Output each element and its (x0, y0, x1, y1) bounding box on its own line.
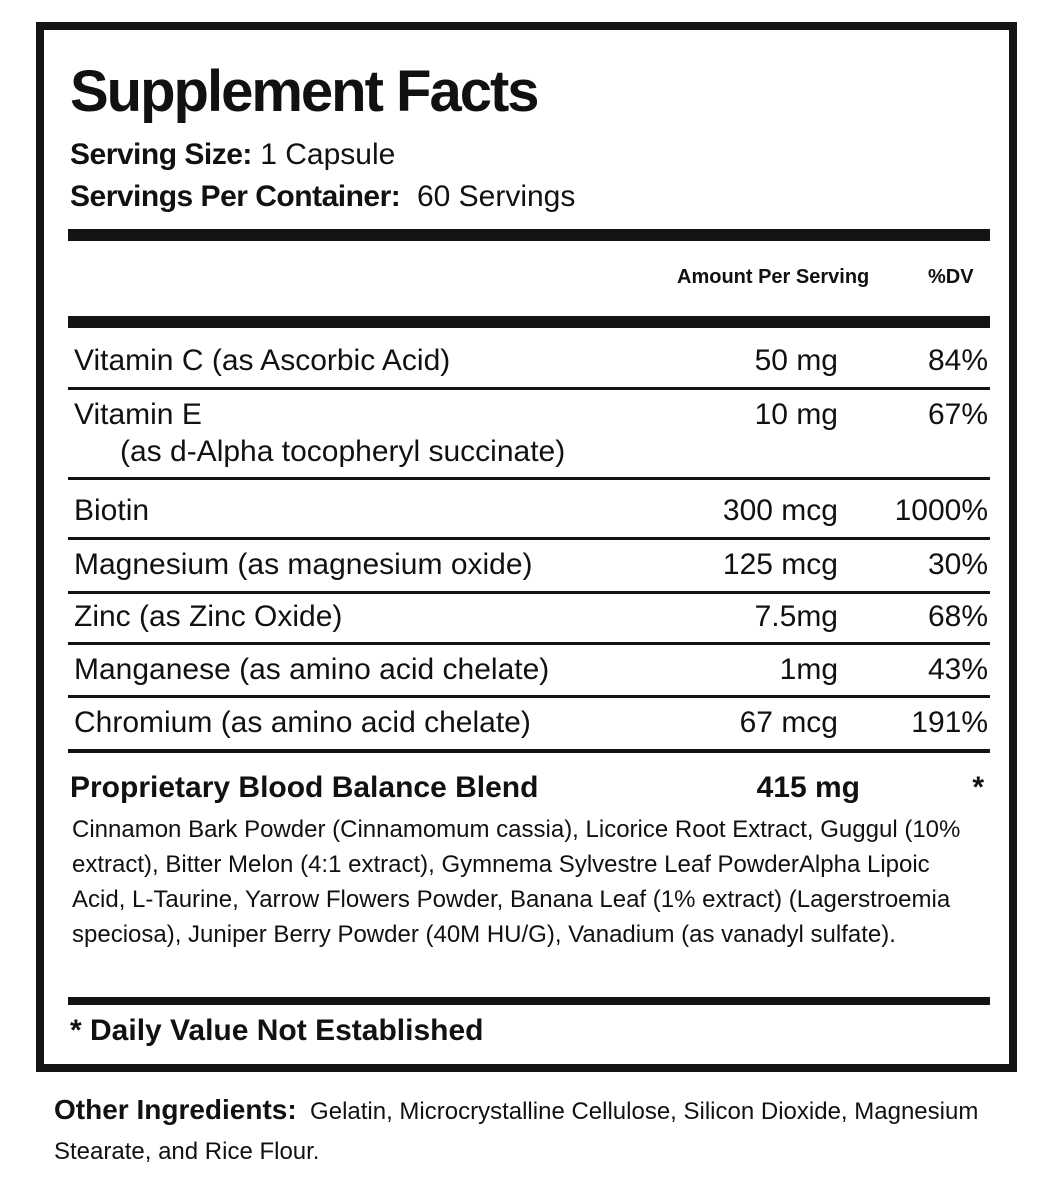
nutrient-name: Vitamin E (74, 398, 202, 431)
row-divider (68, 591, 990, 594)
row-divider (68, 695, 990, 698)
nutrient-dv: 84% (927, 344, 988, 377)
thick-divider (68, 229, 990, 241)
nutrient-name: Biotin (74, 494, 150, 527)
nutrient-amount: 125 mcg (722, 548, 838, 581)
nutrient-subname: (as d-Alpha tocopheryl succinate) (120, 435, 566, 468)
nutrient-amount: 300 mcg (722, 494, 838, 527)
other-ingredients-label: Other Ingredients: (54, 1094, 297, 1125)
row-divider (68, 477, 990, 480)
row-divider (68, 749, 990, 753)
nutrient-name: Manganese (as amino acid chelate) (74, 653, 550, 686)
nutrient-dv: 67% (927, 398, 988, 431)
facts-panel-border (36, 22, 1017, 1072)
nutrient-name: Chromium (as amino acid chelate) (74, 706, 531, 739)
row-divider (68, 387, 990, 390)
nutrient-amount: 67 mcg (739, 706, 838, 739)
serving-size: Serving Size: 1 Capsule (70, 138, 395, 172)
nutrient-amount: 10 mg (754, 398, 838, 431)
footnote: * Daily Value Not Established (70, 1014, 484, 1047)
nutrient-dv: 191% (911, 706, 988, 739)
servings-per-container-value: 60 Servings (416, 180, 576, 213)
nutrient-amount: 50 mg (754, 344, 838, 377)
nutrient-dv: 30% (927, 548, 988, 581)
servings-per-container-label: Servings Per Container: (70, 180, 401, 213)
blend-amount: 415 mg (756, 771, 860, 804)
nutrient-name: Zinc (as Zinc Oxide) (74, 600, 343, 633)
nutrient-amount: 7.5mg (754, 600, 838, 633)
other-ingredients-value: Gelatin, Microcrystalline Cellulose, Sil… (54, 1098, 979, 1165)
blend-name: Proprietary Blood Balance Blend (70, 771, 539, 804)
nutrient-name: Vitamin C (as Ascorbic Acid) (74, 344, 451, 377)
nutrient-amount: 1mg (779, 653, 838, 686)
thick-divider (68, 997, 990, 1005)
row-divider (68, 642, 990, 645)
blend-dv: * (972, 771, 984, 804)
nutrient-dv: 1000% (894, 494, 988, 527)
other-ingredients: Other Ingredients: Gelatin, Microcrystal… (54, 1090, 1024, 1172)
nutrient-dv: 68% (927, 600, 988, 633)
nutrient-name: Magnesium (as magnesium oxide) (74, 548, 533, 581)
serving-size-label: Serving Size: (70, 138, 252, 171)
thick-divider (68, 316, 990, 328)
amount-column-header: Amount Per Serving (677, 266, 870, 288)
blend-ingredients: Cinnamon Bark Powder (Cinnamomum cassia)… (72, 816, 961, 948)
row-divider (68, 537, 990, 540)
servings-per-container: Servings Per Container: 60 Servings (70, 180, 575, 214)
dv-column-header: %DV (928, 266, 974, 288)
page-title: Supplement Facts (70, 59, 540, 124)
serving-size-value: 1 Capsule (260, 138, 396, 171)
nutrient-dv: 43% (927, 653, 988, 686)
